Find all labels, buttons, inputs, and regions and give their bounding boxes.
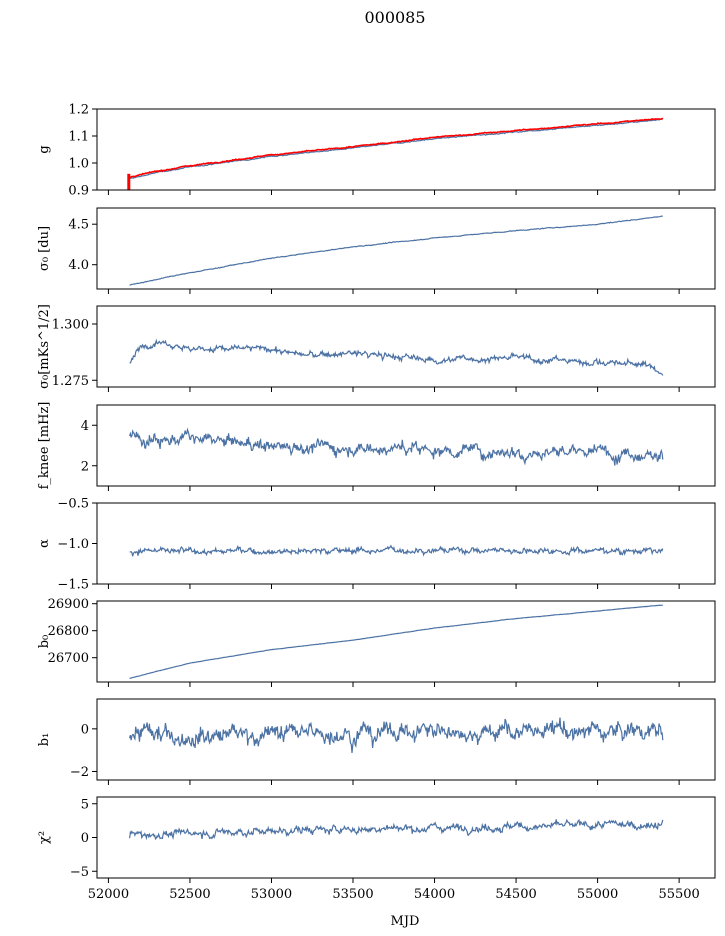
y-tick-label-b1: −2 (70, 765, 89, 780)
y-axis-label-b1: b₁ (37, 733, 52, 747)
series-line-b0-0 (129, 604, 663, 679)
y-tick-label-g: 0.9 (68, 184, 89, 199)
y-tick-label-b0: 26700 (48, 651, 89, 666)
panel-b0: 26700 26800 26900 b₀ (37, 597, 716, 687)
panel-alpha: −1.5 −1.0 −0.5 α (37, 497, 716, 593)
y-tick-label-alpha: −1.5 (57, 578, 89, 593)
panel-sigma0: 4.0 4.5 σ₀ [du] (37, 207, 716, 294)
series-line-fknee-0 (129, 427, 664, 466)
x-tick-label: 52500 (169, 887, 210, 902)
axes-frame-fknee (96, 404, 716, 487)
y-tick-label-chi2: 0 (81, 831, 89, 846)
axes-frame-sigma0 (96, 207, 716, 290)
x-tick-label: 55000 (577, 887, 618, 902)
x-tick-label: 53500 (332, 887, 373, 902)
y-tick-label-b1: 0 (81, 722, 89, 737)
y-tick-label-g: 1.0 (68, 157, 89, 172)
panel-fknee: 2 4 f_knee [mHz] (37, 402, 716, 491)
figure-title: 000085 (364, 8, 425, 27)
axes-frame-sigma0-mks (96, 305, 716, 388)
y-tick-label-chi2: 5 (81, 797, 89, 812)
y-tick-label-alpha: −0.5 (57, 497, 89, 512)
y-tick-label-b0: 26800 (48, 624, 89, 639)
y-axis-label-g: g (37, 145, 52, 153)
y-tick-label-sigma0: 4.0 (68, 258, 89, 273)
y-tick-label-alpha: −1.0 (57, 537, 89, 552)
y-tick-label-fknee: 2 (81, 459, 89, 474)
y-tick-label-fknee: 4 (81, 419, 89, 434)
series-line-g-1 (127, 117, 664, 179)
x-tick-label: 55500 (658, 887, 699, 902)
y-axis-label-sigma0-mks: σ₀[mKs^1/2] (37, 304, 52, 389)
series-line-g-0 (127, 117, 664, 180)
x-tick-label: 54000 (414, 887, 455, 902)
y-tick-label-sigma0-mks: 1.300 (52, 318, 89, 333)
x-axis-label: MJD (391, 914, 420, 929)
panel-g: 0.9 1.0 1.1 1.2 g (37, 103, 716, 199)
y-axis-label-b0: b₀ (37, 635, 52, 649)
y-tick-label-sigma0-mks: 1.275 (52, 374, 89, 389)
x-tick-label: 53000 (251, 887, 292, 902)
series-line-sigma0-mks-0 (129, 338, 664, 376)
y-tick-label-chi2: −5 (70, 865, 89, 880)
series-line-b1-0 (129, 717, 664, 753)
axes-frame-b0 (96, 600, 716, 683)
y-axis-label-alpha: α (37, 539, 52, 548)
axes-frame-b1 (96, 698, 716, 781)
y-tick-label-g: 1.2 (68, 103, 89, 118)
y-tick-label-sigma0: 4.5 (68, 218, 89, 233)
axes-frame-chi2 (96, 796, 716, 879)
series-line-sigma0-0 (129, 215, 663, 286)
y-tick-label-b0: 26900 (48, 597, 89, 612)
y-axis-label-sigma0: σ₀ [du] (37, 226, 52, 271)
axes-frame-alpha (96, 502, 716, 585)
panel-b1: −2 0 b₁ (37, 698, 716, 785)
y-tick-label-g: 1.1 (68, 130, 89, 145)
y-axis-label-chi2: χ² (37, 831, 52, 844)
panel-chi2: −5 0 5 52000 52500 53000 53500 54000 54500 55000 5… (37, 796, 716, 902)
y-axis-label-fknee: f_knee [mHz] (37, 402, 52, 490)
x-tick-label: 52000 (88, 887, 129, 902)
panels: 0.9 1.0 1.1 1.2 g 4.0 4.5 σ₀ [du] 1.275 1.300σ₀[m… (37, 103, 716, 902)
series-line-chi2-0 (129, 818, 664, 841)
x-tick-label: 54500 (495, 887, 536, 902)
series-line-alpha-0 (129, 544, 664, 557)
axes-frame-g (96, 108, 716, 191)
